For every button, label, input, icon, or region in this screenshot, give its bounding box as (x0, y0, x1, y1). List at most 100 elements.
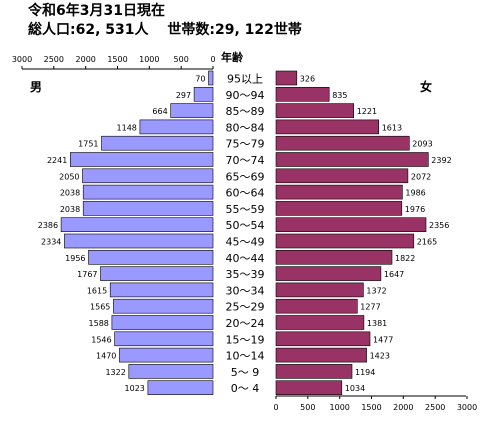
age-group-label: 70～74 (226, 154, 265, 167)
female-value-label: 2072 (411, 172, 431, 181)
female-value-label: 1613 (382, 123, 402, 132)
female-value-label: 1647 (384, 270, 404, 279)
male-bar (109, 282, 214, 298)
male-value-label: 1546 (91, 335, 111, 344)
male-axis-tick-label: 2000 (76, 55, 96, 64)
age-group-label: 0～ 4 (231, 382, 260, 395)
male-value-label: 1751 (78, 140, 98, 149)
age-group-label: 55～59 (226, 203, 265, 216)
male-value-label: 1023 (125, 384, 145, 393)
male-value-label: 2038 (60, 205, 80, 214)
legend-female: 女 (420, 79, 432, 94)
age-group-label: 5～ 9 (231, 366, 260, 379)
male-bars-group: 7029766411481751224120502038203823862334… (38, 70, 214, 396)
female-value-label: 1822 (395, 254, 415, 263)
female-value-label: 1423 (370, 352, 390, 361)
female-bar (275, 364, 353, 379)
male-value-label: 70 (195, 75, 205, 84)
male-bar (82, 184, 214, 200)
age-group-label: 60～64 (226, 187, 265, 200)
male-value-label: 2038 (60, 189, 80, 198)
male-axis-tick-label: 3000 (12, 55, 32, 64)
female-value-label: 2392 (431, 156, 451, 165)
age-group-label: 10～14 (226, 350, 265, 363)
male-bar (193, 87, 214, 102)
chart-title-date: 令和6年3月31日現在 (28, 3, 165, 19)
female-bar (275, 184, 403, 200)
male-value-label: 1615 (87, 286, 107, 295)
age-group-label: 65～69 (226, 170, 265, 183)
age-axis-header: 年齢 (221, 50, 244, 64)
female-bar (275, 298, 358, 314)
female-bar (275, 87, 330, 102)
female-bar (275, 282, 364, 298)
male-axis-tick-label: 1000 (139, 55, 159, 64)
male-bar (114, 331, 214, 347)
male-value-label: 2334 (41, 238, 61, 247)
male-bar (88, 250, 214, 265)
female-bar (275, 331, 371, 347)
female-axis-tick-label: 1000 (330, 403, 350, 412)
male-value-label: 297 (176, 91, 191, 100)
male-bar (100, 266, 214, 281)
male-bar (64, 233, 214, 249)
male-value-label: 1767 (77, 270, 97, 279)
male-value-label: 2241 (47, 156, 67, 165)
age-group-label: 50～54 (226, 219, 265, 232)
male-axis: 3000 2500 2000 1500 1000 500 0 (12, 55, 216, 70)
female-bar (275, 347, 367, 363)
male-axis-tick-label: 0 (210, 55, 215, 64)
female-bar (275, 217, 427, 232)
female-value-label: 1381 (367, 319, 387, 328)
chart-title-totals: 総人口:62, 531人 世帯数:29, 122世帯 (28, 22, 302, 38)
female-bar (275, 168, 409, 184)
female-value-label: 1194 (355, 368, 375, 377)
male-value-label: 1148 (117, 123, 137, 132)
female-bar (275, 201, 403, 216)
age-group-label: 45～49 (226, 236, 265, 249)
male-bar (147, 380, 214, 396)
male-bar (60, 217, 214, 232)
female-value-label: 1221 (357, 107, 377, 116)
male-bar (128, 364, 214, 379)
legend-male: 男 (30, 80, 42, 94)
male-bar (119, 347, 214, 363)
female-bar (275, 70, 298, 86)
male-bar (82, 168, 214, 184)
male-axis-tick-label: 1500 (107, 55, 127, 64)
age-group-label: 30～34 (226, 284, 265, 297)
female-value-label: 835 (332, 91, 347, 100)
male-value-label: 664 (152, 107, 167, 116)
male-bar (111, 315, 214, 330)
male-value-label: 1322 (105, 368, 125, 377)
age-labels-group: 95以上 90～94 85～89 80～84 75～79 70～74 65～69 60～64 5… (226, 73, 265, 396)
female-bar (275, 266, 382, 281)
female-value-label: 2093 (412, 140, 432, 149)
age-group-label: 40～44 (226, 252, 265, 265)
male-value-label: 1470 (96, 352, 116, 361)
age-group-label: 90～94 (226, 89, 265, 102)
male-bar (170, 103, 214, 118)
female-axis-tick-label: 2000 (393, 403, 413, 412)
age-group-label: 20～24 (226, 317, 265, 330)
female-bar (275, 103, 354, 118)
female-bar (275, 250, 393, 265)
female-axis-tick-label: 3000 (457, 403, 477, 412)
female-value-label: 1372 (366, 286, 386, 295)
female-value-label: 2356 (429, 221, 449, 230)
male-bar (139, 119, 214, 135)
female-value-label: 1986 (405, 189, 425, 198)
male-bar (113, 298, 214, 314)
female-bar (275, 380, 343, 396)
male-value-label: 1565 (90, 303, 110, 312)
age-group-label: 75～79 (226, 138, 265, 151)
female-value-label: 2165 (417, 238, 437, 247)
female-bar (275, 315, 365, 330)
male-axis-tick-label: 500 (174, 55, 189, 64)
age-group-label: 85～89 (226, 105, 265, 118)
female-bar (275, 233, 415, 249)
age-group-label: 35～39 (226, 268, 265, 281)
male-bar (70, 152, 214, 167)
